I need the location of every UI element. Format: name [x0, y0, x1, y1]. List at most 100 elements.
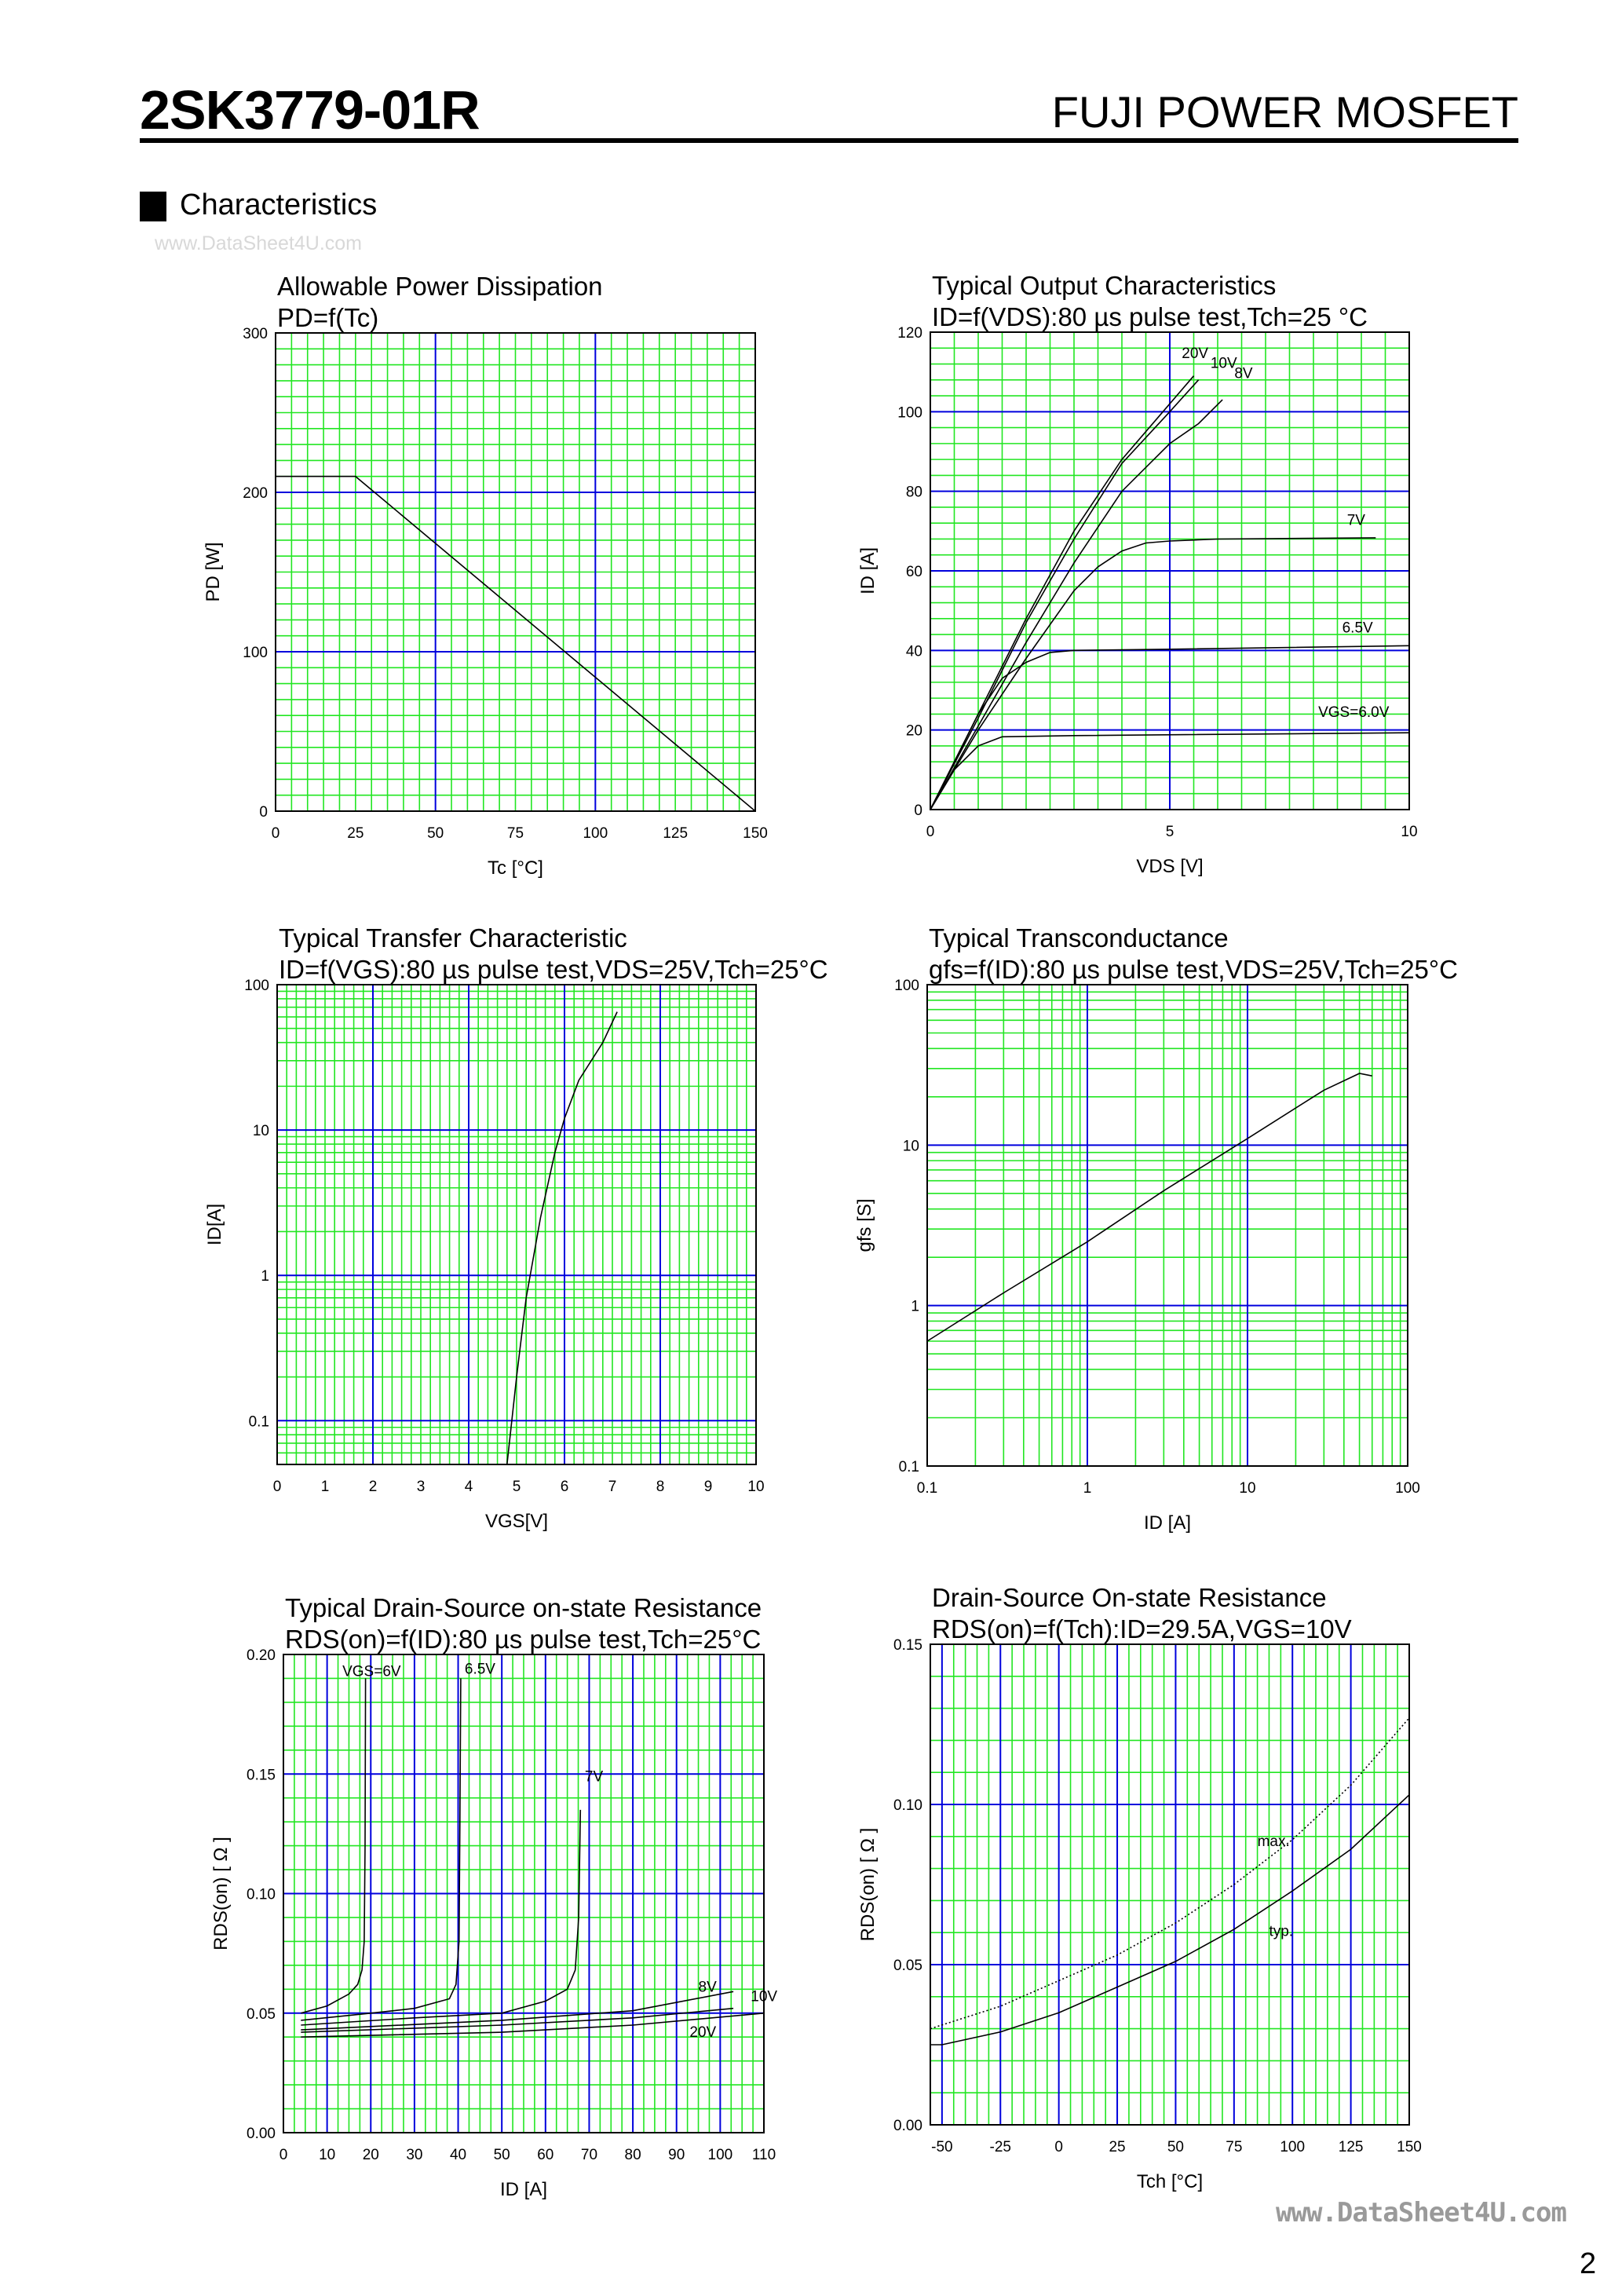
- x-tick-label: 60: [537, 2147, 553, 2163]
- x-tick-label: 75: [1226, 2139, 1242, 2155]
- x-tick-label: 1: [321, 1479, 330, 1495]
- y-axis-label: PD [W]: [203, 543, 224, 602]
- plot-frame: [276, 984, 757, 1465]
- y-axis-label: gfs [S]: [854, 1198, 875, 1252]
- y-tick-label: 100: [894, 978, 919, 994]
- series-line: [301, 1809, 582, 2026]
- chart-subtitle: gfs=f(ID):80 µs pulse test,VDS=25V,Tch=2…: [929, 955, 1458, 984]
- series-line: [930, 399, 1223, 810]
- chart-5: Typical Drain-Source on-state Resistance…: [210, 1593, 777, 2200]
- y-tick-label: 0: [259, 804, 268, 821]
- x-tick-label: 50: [494, 2147, 510, 2163]
- y-tick-label: 60: [906, 564, 922, 580]
- chart-2: Typical Output CharacteristicsID=f(VDS):…: [857, 271, 1418, 877]
- x-tick-label: 40: [450, 2147, 466, 2163]
- series-label: typ.: [1269, 1923, 1293, 1940]
- series-label: 10V: [1211, 356, 1237, 372]
- x-axis-label: Tc [°C]: [488, 857, 543, 879]
- x-tick-label: -25: [990, 2139, 1011, 2155]
- series-label: 6.5V: [1343, 620, 1373, 637]
- series-line: [930, 379, 1200, 810]
- y-tick-label: 0.00: [247, 2126, 276, 2142]
- x-tick-label: 25: [1109, 2139, 1125, 2155]
- x-tick-label: 75: [507, 825, 524, 842]
- x-tick-label: 110: [752, 2147, 776, 2163]
- y-tick-label: 200: [243, 485, 268, 502]
- x-tick-label: 150: [1397, 2139, 1422, 2155]
- series-line: [276, 475, 756, 812]
- y-tick-label: 0.10: [247, 1887, 276, 1903]
- y-tick-label: 120: [897, 325, 922, 342]
- x-tick-label: 80: [625, 2147, 641, 2163]
- chart-subtitle: ID=f(VDS):80 µs pulse test,Tch=25 °C: [932, 302, 1368, 331]
- section-title: Characteristics: [180, 188, 378, 221]
- series-line: [506, 1011, 618, 1465]
- chart-title: Typical Transconductance: [929, 923, 1229, 952]
- series-label: 20V: [1182, 345, 1208, 362]
- y-axis-label: RDS(on) [ Ω ]: [210, 1837, 232, 1951]
- y-axis-label: ID[A]: [204, 1204, 225, 1245]
- y-tick-label: 40: [906, 643, 922, 660]
- series-line: [930, 1794, 1410, 2046]
- series-line: [926, 1073, 1372, 1342]
- plot-frame: [275, 332, 756, 812]
- x-tick-label: 10: [747, 1479, 764, 1495]
- watermark-top: www.DataSheet4U.com: [155, 232, 363, 254]
- plot-frame: [930, 331, 1410, 810]
- y-tick-label: 0: [914, 803, 922, 819]
- x-tick-label: 5: [513, 1479, 521, 1495]
- x-tick-label: 100: [1395, 1480, 1420, 1497]
- x-tick-label: 6: [561, 1479, 569, 1495]
- x-tick-label: 70: [581, 2147, 597, 2163]
- watermark-bottom: www.DataSheet4U.com: [1276, 2197, 1567, 2228]
- chart-subtitle: RDS(on)=f(ID):80 µs pulse test,Tch=25°C: [285, 1625, 761, 1654]
- chart-subtitle: ID=f(VGS):80 µs pulse test,VDS=25V,Tch=2…: [279, 955, 828, 984]
- y-tick-label: 0.05: [247, 2006, 276, 2023]
- y-axis-label: RDS(on) [ Ω ]: [857, 1828, 879, 1942]
- y-tick-label: 100: [897, 404, 922, 421]
- chart-6: Drain-Source On-state ResistanceRDS(on)=…: [857, 1583, 1422, 2192]
- chart-title: Allowable Power Dissipation: [277, 272, 603, 301]
- x-axis-label: Tch [°C]: [1137, 2171, 1203, 2192]
- series-line: [930, 732, 1410, 810]
- y-axis-label: ID [A]: [857, 547, 879, 594]
- series-line: [930, 537, 1376, 810]
- series-label: 7V: [1347, 513, 1366, 529]
- x-tick-label: 3: [417, 1479, 426, 1495]
- y-tick-label: 80: [906, 484, 922, 501]
- series-line: [301, 2007, 734, 2033]
- series-line: [301, 1678, 462, 2021]
- x-axis-label: VGS[V]: [485, 1511, 548, 1532]
- chart-subtitle: PD=f(Tc): [277, 303, 378, 332]
- y-tick-label: 0.15: [247, 1767, 276, 1783]
- y-tick-label: 0.20: [247, 1647, 276, 1664]
- part-number: 2SK3779-01R: [140, 79, 480, 141]
- series-label: VGS=6V: [342, 1663, 401, 1680]
- series-label: 7V: [585, 1768, 604, 1785]
- chart-4: Typical Transconductance gfs=f(ID):80 µs …: [854, 923, 1458, 1534]
- x-tick-label: 2: [369, 1479, 378, 1495]
- y-tick-label: 1: [911, 1299, 919, 1315]
- x-tick-label: 100: [1280, 2139, 1305, 2155]
- series-line: [301, 2013, 765, 2038]
- x-tick-label: 4: [465, 1479, 473, 1495]
- x-tick-label: 0: [272, 825, 280, 842]
- y-tick-label: 100: [243, 645, 268, 661]
- plot-frame: [930, 1643, 1410, 2126]
- x-tick-label: 10: [1239, 1480, 1255, 1497]
- y-tick-label: 10: [253, 1123, 269, 1139]
- chart-3: Typical Transfer Characteristic ID=f(VGS)…: [204, 923, 828, 1532]
- header-rule: [140, 138, 1518, 143]
- plot-frame: [283, 1654, 765, 2133]
- plot-frame: [926, 984, 1408, 1467]
- x-tick-label: 5: [1166, 824, 1174, 840]
- series-label: 10V: [751, 1989, 777, 2005]
- section-bullet-icon: [140, 192, 166, 221]
- x-tick-label: 0: [926, 824, 935, 840]
- product-line: FUJI POWER MOSFET: [1051, 87, 1518, 137]
- x-tick-label: 9: [704, 1479, 713, 1495]
- chart-title: Typical Drain-Source on-state Resistance: [285, 1593, 762, 1622]
- x-tick-label: 0: [273, 1479, 282, 1495]
- x-tick-label: 0: [1054, 2139, 1063, 2155]
